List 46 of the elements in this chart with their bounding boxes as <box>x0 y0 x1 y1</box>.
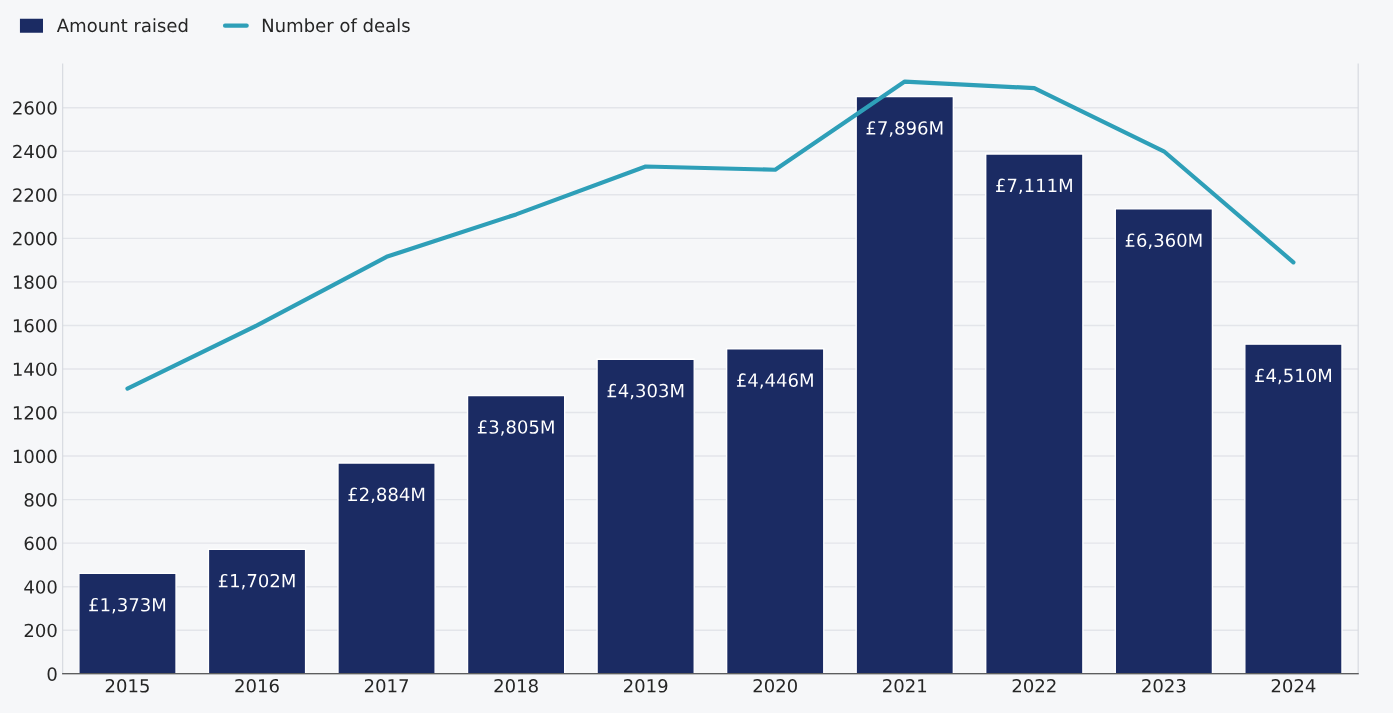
x-tick-label: 2021 <box>883 678 927 693</box>
y-tick-label: 1800 <box>13 275 57 290</box>
y-tick-label: 1000 <box>13 449 57 464</box>
y-tick-label: 2000 <box>13 231 57 246</box>
x-tick-label: 2017 <box>364 678 408 693</box>
y-tick-label: 800 <box>24 493 57 507</box>
legend-label: Number of deals <box>262 18 410 33</box>
data-label: £4,303M <box>607 383 684 400</box>
y-tick-label: 2200 <box>13 188 57 202</box>
bar <box>466 394 566 674</box>
legend-label: Amount raised <box>56 18 188 33</box>
y-tick-label: 1200 <box>13 405 57 420</box>
x-tick-label: 2019 <box>624 678 668 693</box>
bar <box>985 153 1084 674</box>
data-label: £2,884M <box>348 487 425 503</box>
data-label: £6,360M <box>1125 233 1202 249</box>
bar <box>1114 208 1214 674</box>
data-label: £3,805M <box>477 420 554 436</box>
x-tick-label: 2020 <box>753 678 797 693</box>
data-label: £1,702M <box>218 573 295 590</box>
x-tick-label: 2016 <box>235 678 279 693</box>
bar <box>855 95 955 674</box>
x-tick-label: 2022 <box>1012 678 1056 693</box>
data-label: £7,896M <box>866 121 943 137</box>
bar <box>1244 343 1343 674</box>
bar <box>337 462 436 674</box>
x-tick-label: 2023 <box>1142 678 1186 693</box>
bar <box>207 548 307 674</box>
y-tick-label: 2400 <box>13 144 57 159</box>
y-tick-label: 200 <box>24 623 57 638</box>
data-label: £1,373M <box>89 597 166 614</box>
bar <box>725 348 825 674</box>
data-label: £7,111M <box>996 178 1072 195</box>
y-tick-label: 600 <box>24 536 57 551</box>
y-tick-label: 1400 <box>13 362 57 377</box>
x-tick-label: 2015 <box>105 678 149 693</box>
y-tick-label: 400 <box>24 580 57 594</box>
bar <box>596 358 695 674</box>
data-label: £4,446M <box>736 373 813 389</box>
y-tick-label: 2600 <box>13 101 57 115</box>
y-tick-label: 0 <box>47 667 57 681</box>
x-tick-label: 2024 <box>1271 678 1316 693</box>
bar <box>78 572 177 674</box>
x-tick-label: 2018 <box>494 678 538 693</box>
data-label: £4,510M <box>1255 368 1332 385</box>
y-tick-label: 1600 <box>13 318 57 333</box>
